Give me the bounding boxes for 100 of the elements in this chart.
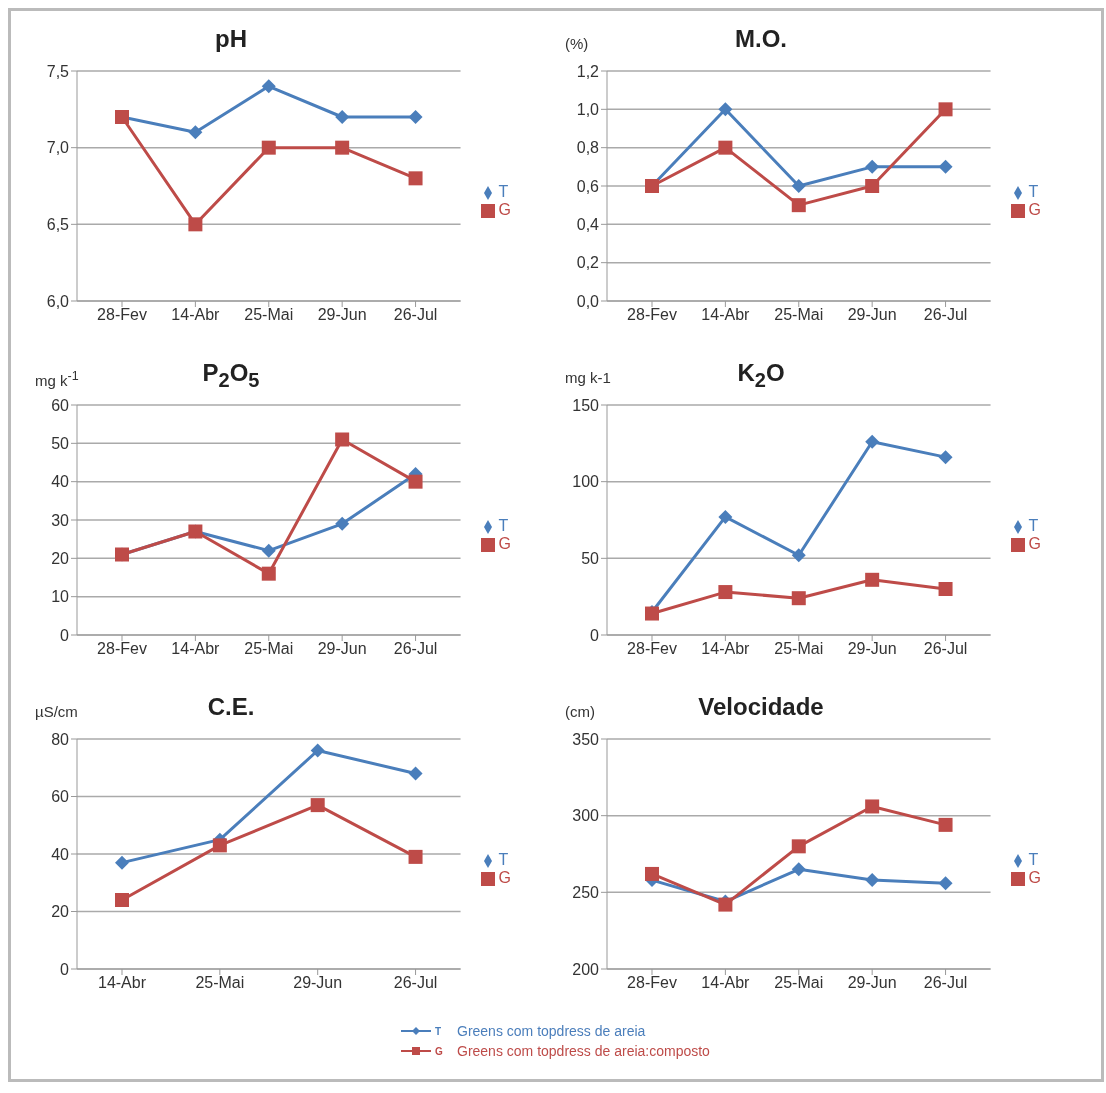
point <box>408 849 423 864</box>
x-tick-label: 26-Jul <box>393 974 438 992</box>
x-tick-label: 26-Jul <box>393 640 438 658</box>
chart-title: K$_{2}$O <box>737 359 785 391</box>
point <box>791 179 806 193</box>
chart-title: C.E. <box>207 693 255 720</box>
y-tick-label: 100 <box>572 473 600 491</box>
point <box>791 839 806 854</box>
legend-label: T <box>498 517 509 534</box>
point <box>115 855 129 870</box>
x-tick-label: 28-Fev <box>627 306 677 324</box>
x-tick-label: 26-Jul <box>923 306 968 324</box>
point <box>791 591 806 606</box>
y-axis-title: (cm) <box>565 703 595 720</box>
y-tick-label: 60 <box>51 788 70 806</box>
y-tick-label: 0 <box>590 626 600 644</box>
point <box>938 817 953 832</box>
point <box>718 140 733 155</box>
x-tick-label: 14-Abr <box>701 974 751 992</box>
x-tick-label: 25-Mai <box>244 306 294 324</box>
y-tick-label: 80 <box>51 730 70 748</box>
point <box>865 873 880 888</box>
y-tick-label: 50 <box>581 550 600 568</box>
y-tick-label: 0,6 <box>576 177 600 195</box>
legend-label: T <box>498 851 509 868</box>
point <box>718 509 733 524</box>
point <box>188 217 203 232</box>
y-tick-label: 20 <box>51 903 70 921</box>
chart-title: M.O. <box>735 25 787 52</box>
legend-label: G <box>1028 535 1041 552</box>
point <box>188 125 203 140</box>
y-tick-label: 1,2 <box>576 62 600 80</box>
y-axis-title: µS/cm <box>35 703 78 720</box>
x-tick-label: 26-Jul <box>923 640 968 658</box>
point <box>261 566 276 581</box>
point <box>938 159 953 174</box>
x-tick-label: 25-Mai <box>195 974 245 992</box>
point <box>335 140 350 155</box>
legend-label: T <box>1028 851 1039 868</box>
point <box>645 866 659 881</box>
y-tick-label: 7,0 <box>46 139 70 157</box>
point <box>865 572 880 587</box>
x-tick-label: 25-Mai <box>244 640 294 658</box>
point <box>938 102 953 117</box>
point <box>865 799 880 814</box>
point <box>261 79 276 94</box>
chart-title: Velocidade <box>698 693 824 720</box>
x-tick-label: 26-Jul <box>393 306 438 324</box>
x-tick-label: 25-Mai <box>774 306 824 324</box>
y-tick-label: 0,2 <box>576 254 600 272</box>
x-tick-label: 29-Jun <box>317 640 367 658</box>
point <box>261 543 276 558</box>
y-tick-label: 40 <box>51 473 70 491</box>
point <box>791 862 806 877</box>
point <box>718 585 733 600</box>
x-tick-label: 29-Jun <box>293 974 343 992</box>
x-tick-label: 29-Jun <box>847 640 897 658</box>
y-tick-label: 0,4 <box>576 216 600 234</box>
x-tick-label: 28-Fev <box>97 306 147 324</box>
point <box>115 893 129 907</box>
legend-label: G <box>498 535 511 552</box>
y-tick-label: 300 <box>572 807 600 825</box>
x-tick-label: 14-Abr <box>701 640 751 658</box>
x-tick-label: 14-Abr <box>97 974 147 992</box>
legend-label: G <box>1028 201 1041 218</box>
x-tick-label: 29-Jun <box>847 974 897 992</box>
y-tick-label: 20 <box>51 550 70 568</box>
point <box>408 766 423 781</box>
x-tick-label: 29-Jun <box>317 306 367 324</box>
y-tick-label: 6,5 <box>46 216 70 234</box>
point <box>408 474 423 489</box>
y-tick-label: 1,0 <box>576 101 600 119</box>
y-tick-label: 150 <box>572 396 600 414</box>
text: Greens com topdress de areia <box>457 1023 646 1039</box>
point <box>408 110 423 124</box>
x-tick-label: 25-Mai <box>774 974 824 992</box>
point <box>718 102 733 117</box>
y-axis-title: mg k-1 <box>565 369 611 386</box>
legend-label: G <box>498 201 511 218</box>
y-tick-label: 40 <box>51 845 70 863</box>
y-tick-label: 50 <box>51 435 70 453</box>
point <box>310 798 325 813</box>
legend-label: G <box>1028 869 1041 886</box>
y-tick-label: 30 <box>51 511 70 529</box>
point <box>938 450 953 465</box>
y-tick-label: 0,0 <box>576 292 600 310</box>
point <box>261 140 276 155</box>
point <box>938 582 953 596</box>
y-tick-label: 0 <box>60 960 70 978</box>
y-tick-label: 250 <box>572 884 600 902</box>
y-tick-label: 350 <box>572 730 600 748</box>
chart-title: P$_{2}$O$_{5}$ <box>202 359 260 391</box>
point <box>791 548 806 563</box>
point <box>938 876 953 891</box>
point <box>865 434 880 449</box>
y-tick-label: 200 <box>572 960 600 978</box>
point <box>408 171 423 186</box>
legend-label: T <box>1028 517 1039 534</box>
x-tick-label: 14-Abr <box>701 306 751 324</box>
y-tick-label: 0 <box>60 626 70 644</box>
